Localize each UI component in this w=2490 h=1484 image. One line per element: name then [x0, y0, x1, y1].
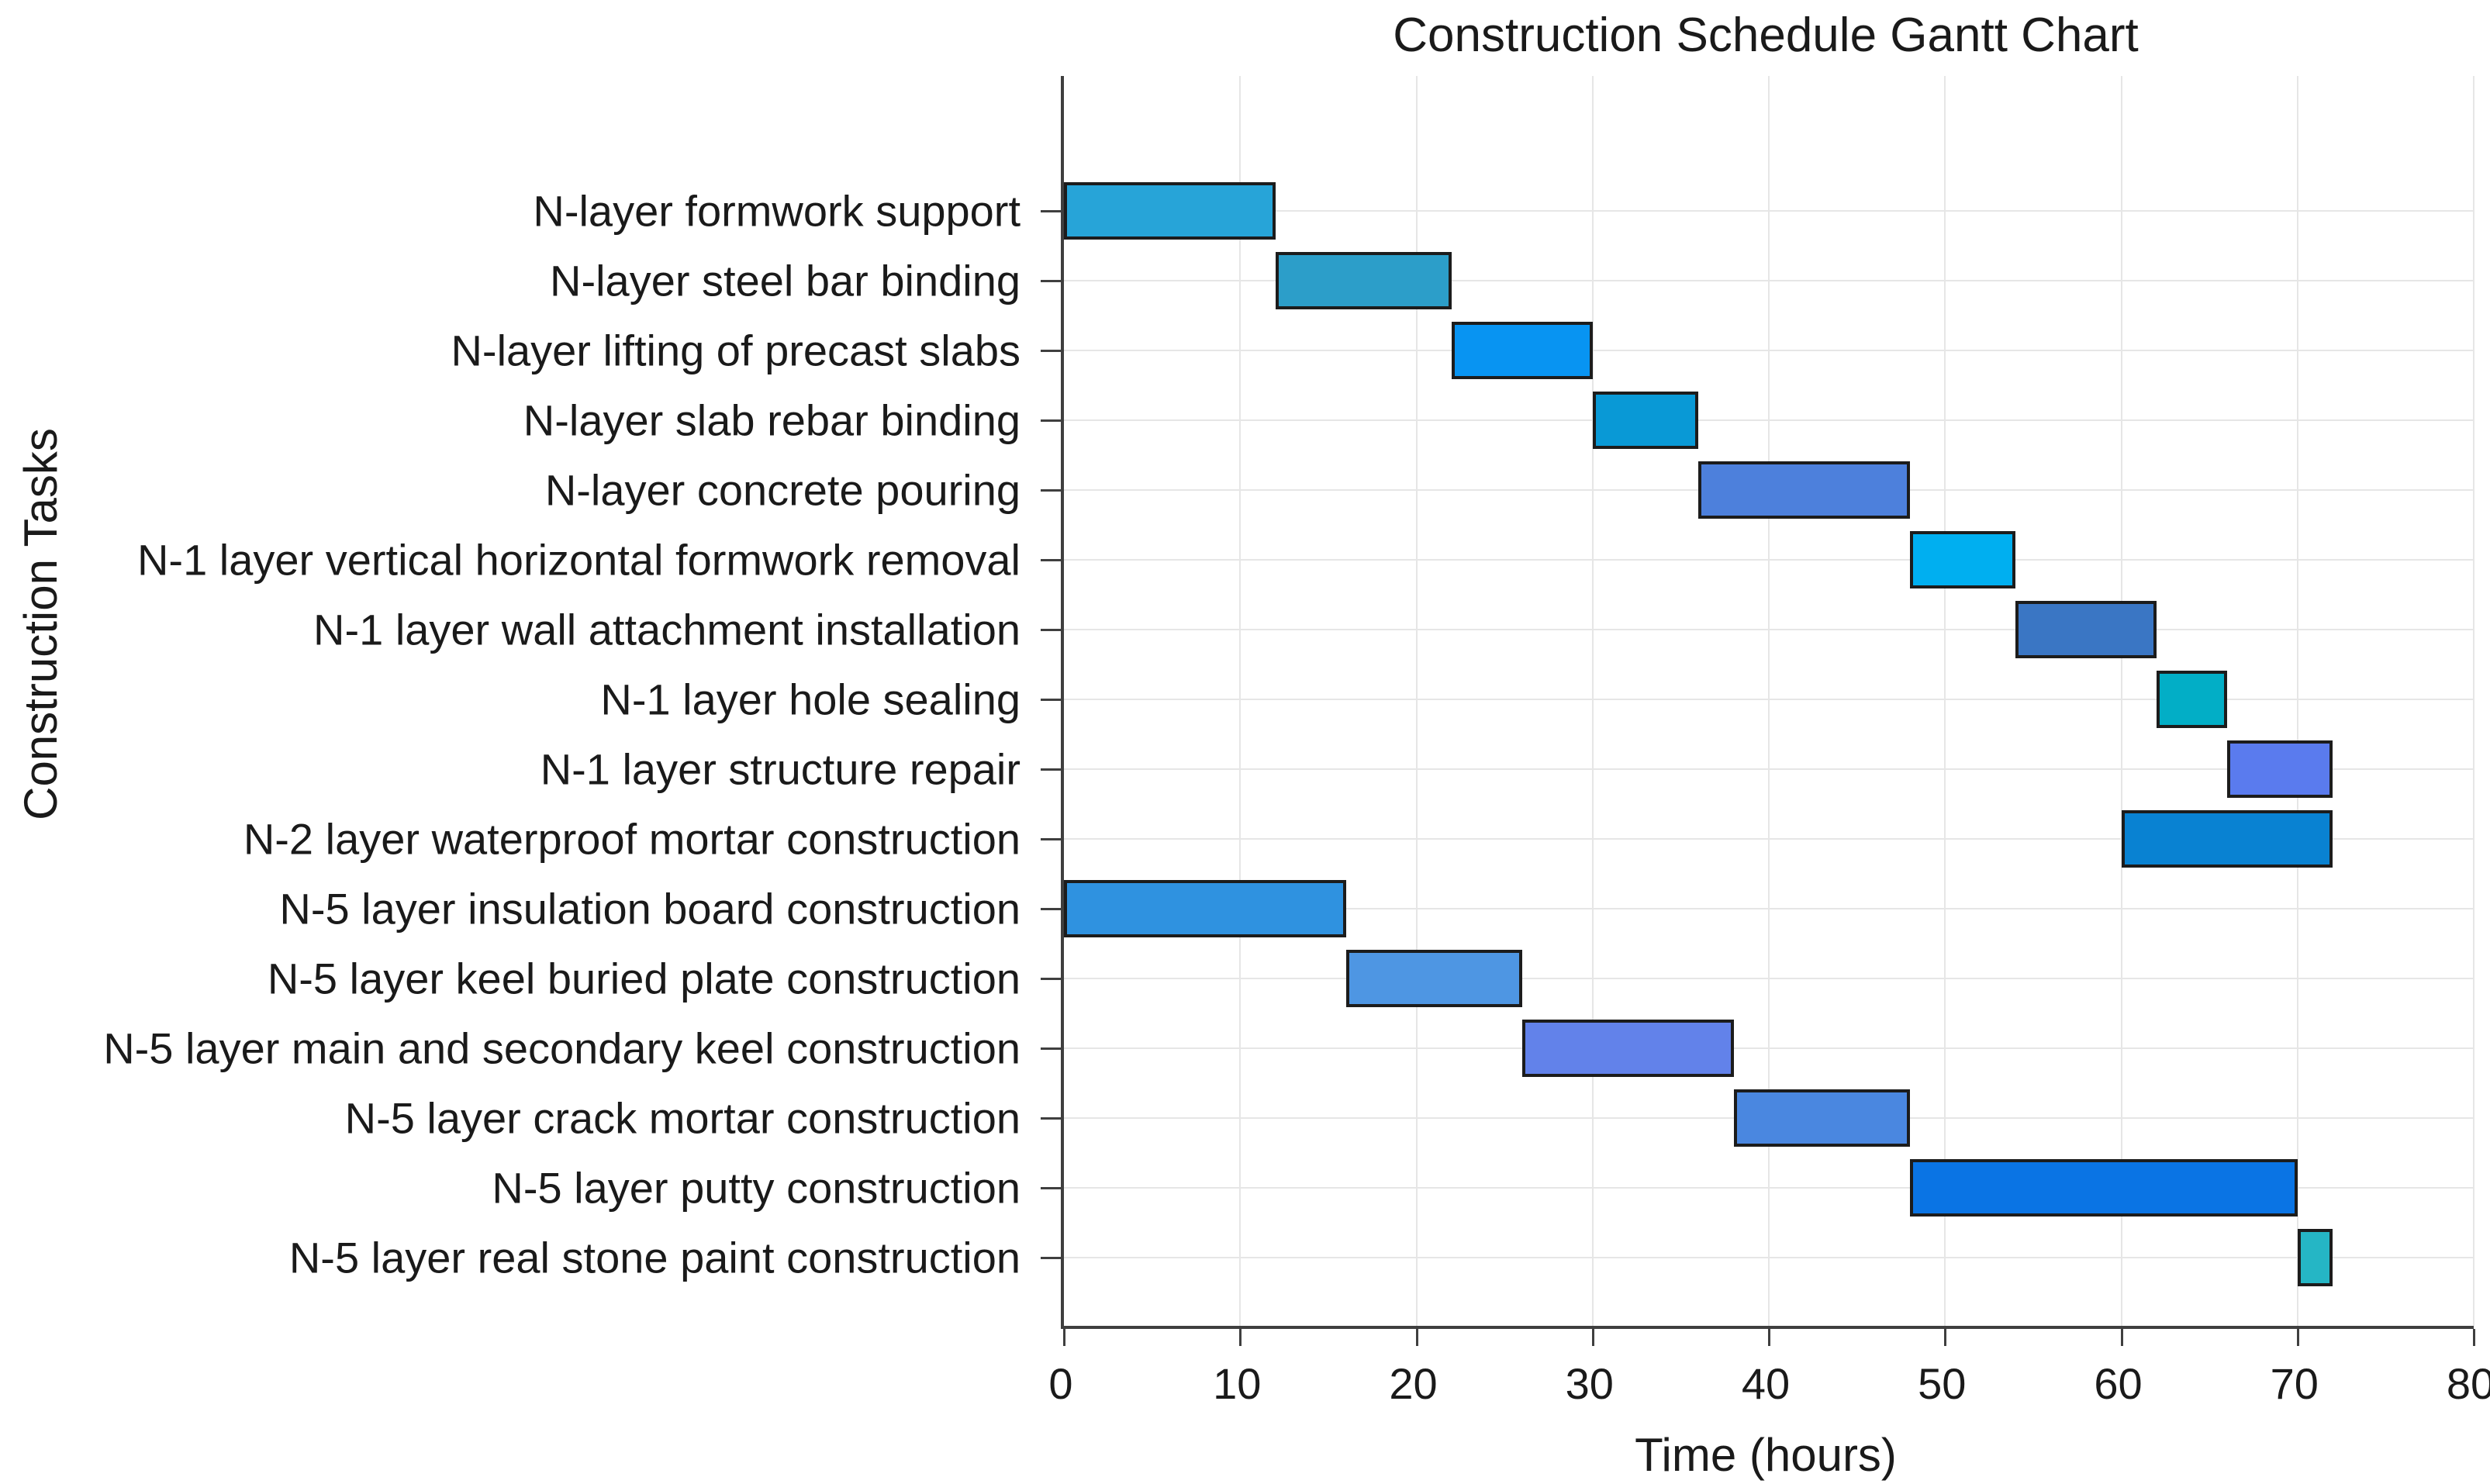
task-label: N-5 layer crack mortar construction — [344, 1093, 1021, 1143]
gantt-bar — [2226, 740, 2333, 798]
y-tick-mark — [1041, 1117, 1061, 1120]
gantt-bar — [1345, 950, 1522, 1007]
y-gridline — [1064, 350, 2474, 351]
task-label: N-5 layer real stone paint construction — [288, 1233, 1021, 1282]
gantt-bar — [1064, 880, 1346, 937]
x-tick-label: 40 — [1741, 1359, 1791, 1408]
task-label: N-layer steel bar binding — [550, 256, 1021, 305]
gantt-bar — [1733, 1089, 1910, 1147]
x-tick-label: 80 — [2446, 1359, 2490, 1408]
chart-title: Construction Schedule Gantt Chart — [1393, 9, 2139, 62]
task-label: N-layer formwork support — [533, 186, 1021, 236]
x-gridline — [1591, 76, 1594, 1326]
y-tick-mark — [1041, 699, 1061, 701]
gantt-bar — [2156, 671, 2227, 728]
x-tick-mark — [1239, 1329, 1242, 1346]
x-tick-label: 30 — [1565, 1359, 1614, 1408]
plot-area — [1041, 76, 2475, 1346]
task-label: N-5 layer main and secondary keel constr… — [103, 1023, 1021, 1073]
y-gridline — [1064, 768, 2474, 770]
y-gridline — [1064, 419, 2474, 421]
y-gridline — [1064, 210, 2474, 212]
x-tick-mark — [2120, 1329, 2123, 1346]
x-tick-labels-container: 0 10 20 30 40 50 60 70 80 — [1048, 1358, 2490, 1413]
task-label: N-1 layer wall attachment installation — [313, 605, 1021, 654]
x-tick-label: 0 — [1048, 1359, 1073, 1408]
y-tick-mark — [1041, 350, 1061, 352]
y-gridline — [1064, 1187, 2474, 1189]
y-tick-mark — [1041, 1257, 1061, 1259]
gantt-bar — [2015, 601, 2157, 658]
task-label: N-5 layer putty construction — [492, 1163, 1021, 1213]
x-tick-mark — [1944, 1329, 1947, 1346]
y-gridline — [1064, 978, 2474, 979]
x-gridline — [1768, 76, 1770, 1326]
y-gridline — [1064, 908, 2474, 909]
x-tick-mark — [1768, 1329, 1770, 1346]
x-gridline — [2296, 76, 2298, 1326]
gantt-bar — [1064, 182, 1276, 240]
y-tick-labels-container: N-layer formwork support N-layer steel ba… — [0, 76, 1039, 1326]
x-tick-mark — [1063, 1329, 1065, 1346]
x-gridline — [1944, 76, 1946, 1326]
x-gridline — [2120, 76, 2122, 1326]
y-gridline — [1064, 629, 2474, 630]
gantt-bar — [1521, 1020, 1734, 1077]
gantt-bar — [1909, 1159, 2298, 1217]
x-gridline — [1415, 76, 1418, 1326]
y-tick-mark — [1041, 419, 1061, 422]
y-tick-mark — [1041, 280, 1061, 282]
x-tick-label: 60 — [2094, 1359, 2143, 1408]
y-tick-mark — [1041, 210, 1061, 212]
y-tick-mark — [1041, 908, 1061, 910]
y-tick-mark — [1041, 629, 1061, 631]
y-gridline — [1064, 280, 2474, 281]
gantt-bar — [1909, 531, 2016, 588]
y-gridline — [1064, 559, 2474, 561]
x-tick-mark — [1415, 1329, 1418, 1346]
task-label: N-2 layer waterproof mortar construction — [243, 814, 1021, 864]
gantt-bar — [1451, 322, 1593, 379]
y-tick-mark — [1041, 489, 1061, 492]
gantt-bar — [1275, 252, 1452, 309]
x-tick-mark — [1591, 1329, 1594, 1346]
x-tick-label: 50 — [1918, 1359, 1967, 1408]
x-tick-label: 70 — [2270, 1359, 2319, 1408]
y-gridline — [1064, 1257, 2474, 1258]
y-tick-mark — [1041, 1187, 1061, 1189]
x-tick-label: 20 — [1389, 1359, 1438, 1408]
task-label: N-layer concrete pouring — [544, 465, 1021, 515]
task-label: N-layer slab rebar binding — [523, 395, 1021, 445]
task-label: N-1 layer vertical horizontal formwork r… — [136, 535, 1021, 585]
y-tick-mark — [1041, 838, 1061, 840]
task-label: N-layer lifting of precast slabs — [451, 326, 1021, 375]
y-gridline — [1064, 838, 2474, 840]
y-tick-mark — [1041, 559, 1061, 561]
y-gridline — [1064, 1047, 2474, 1049]
gantt-bar — [2121, 810, 2333, 868]
x-tick-mark — [2473, 1329, 2475, 1346]
y-tick-mark — [1041, 1047, 1061, 1050]
y-tick-mark — [1041, 768, 1061, 771]
gantt-bar — [2297, 1229, 2333, 1286]
y-tick-mark — [1041, 978, 1061, 980]
x-tick-label: 10 — [1213, 1359, 1262, 1408]
task-label: N-5 layer insulation board construction — [279, 884, 1021, 934]
gantt-bar — [1698, 461, 1910, 519]
x-gridline — [1239, 76, 1242, 1326]
gantt-bar — [1592, 392, 1699, 449]
x-tick-mark — [2296, 1329, 2299, 1346]
task-label: N-1 layer structure repair — [540, 744, 1021, 794]
task-label: N-1 layer hole sealing — [600, 675, 1021, 724]
task-label: N-5 layer keel buried plate construction — [267, 954, 1021, 1003]
x-gridline — [2473, 76, 2474, 1326]
y-gridline — [1064, 699, 2474, 700]
x-axis-label: Time (hours) — [1635, 1429, 1897, 1481]
